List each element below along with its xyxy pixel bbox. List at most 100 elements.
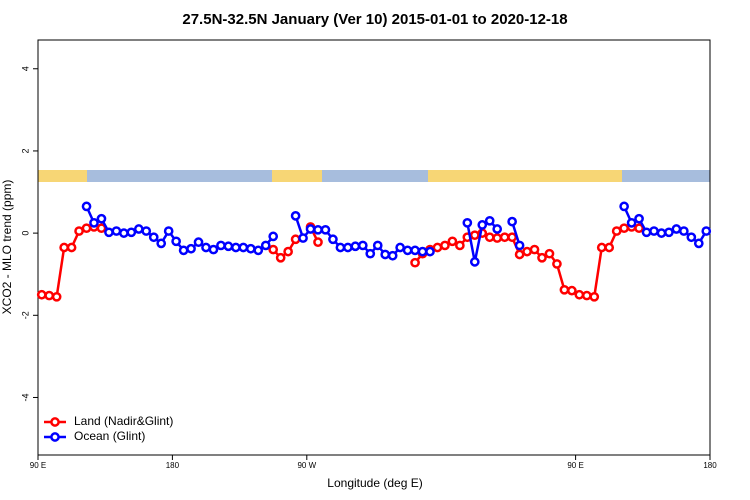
data-point: [74, 226, 84, 236]
data-point: [387, 250, 398, 261]
data-point: [171, 236, 181, 247]
data-point: [626, 217, 637, 228]
data-point: [223, 241, 234, 252]
data-point: [141, 226, 152, 236]
series-line: [41, 225, 640, 299]
data-point: [298, 233, 308, 243]
data-point: [268, 244, 279, 255]
data-point: [290, 234, 301, 245]
data-point: [238, 242, 249, 253]
data-point: [469, 257, 480, 267]
data-point: [522, 246, 532, 257]
land-band: [428, 170, 622, 182]
data-point: [596, 242, 607, 253]
data-point: [619, 201, 629, 212]
data-point: [492, 233, 503, 243]
legend-label: Land (Nadir&Glint): [74, 414, 173, 428]
data-point: [126, 227, 137, 238]
data-point: [455, 240, 465, 251]
data-point: [313, 224, 323, 235]
chart-title: 27.5N-32.5N January (Ver 10) 2015-01-01 …: [182, 11, 567, 28]
data-point: [245, 243, 256, 254]
data-point: [186, 243, 196, 254]
data-point: [634, 213, 644, 224]
data-point: [156, 238, 167, 249]
data-point: [507, 216, 517, 227]
data-point: [208, 244, 219, 255]
x-tick-label: 90 E: [30, 461, 46, 470]
data-point: [96, 223, 107, 234]
data-point: [51, 291, 62, 302]
data-point: [66, 242, 77, 253]
data-point: [350, 241, 361, 252]
y-tick-label: 2: [20, 148, 30, 153]
data-point: [89, 217, 99, 228]
data-point: [216, 240, 226, 251]
data-point: [581, 290, 592, 301]
land-band: [272, 170, 322, 182]
data-point: [81, 223, 92, 234]
data-point: [679, 226, 689, 236]
data-point: [425, 246, 435, 257]
data-point: [201, 242, 211, 253]
data-point: [380, 249, 391, 260]
data-point: [253, 245, 264, 256]
data-point: [589, 291, 600, 302]
data-point: [417, 246, 428, 257]
data-point: [193, 237, 204, 248]
data-point: [275, 252, 286, 263]
data-point: [529, 244, 540, 255]
data-point: [664, 227, 674, 238]
data-point: [395, 242, 405, 253]
x-axis-label: Longitude (deg E): [327, 476, 422, 490]
plot-frame: [37, 39, 711, 456]
data-point: [514, 240, 525, 251]
y-tick-label: -4: [20, 393, 30, 401]
data-point: [432, 242, 443, 253]
data-point: [335, 242, 346, 253]
data-point: [484, 232, 495, 243]
legend-label: Ocean (Glint): [74, 429, 145, 443]
data-point: [163, 226, 174, 236]
data-point: [96, 213, 107, 224]
data-point: [59, 242, 69, 253]
data-point: [44, 290, 55, 301]
x-tick-label: 90 W: [297, 461, 316, 470]
data-point: [119, 228, 129, 238]
data-point: [313, 237, 323, 248]
data-point: [148, 232, 159, 243]
data-point: [402, 245, 413, 256]
data-point: [619, 223, 629, 234]
data-point: [365, 248, 376, 259]
data-point: [469, 230, 480, 241]
data-point: [671, 224, 682, 234]
data-point: [357, 240, 368, 251]
x-tick-label: 180: [166, 461, 180, 470]
data-point: [544, 248, 555, 259]
data-point: [537, 252, 547, 263]
data-point: [604, 242, 615, 253]
data-point: [693, 238, 704, 249]
data-point: [372, 240, 383, 251]
data-point: [514, 249, 525, 260]
data-point: [104, 227, 114, 238]
data-point: [447, 236, 458, 247]
legend-marker: [50, 417, 60, 427]
y-axis-label: XCO2 - MLO trend (ppm): [0, 180, 14, 315]
data-point: [477, 220, 488, 230]
data-point: [343, 242, 353, 253]
data-point: [410, 245, 420, 256]
land-ocean-band: [38, 170, 710, 182]
data-point: [283, 246, 293, 257]
data-point: [492, 224, 503, 234]
data-point: [649, 226, 659, 236]
data-point: [574, 289, 585, 300]
data-point: [641, 227, 652, 238]
data-point: [305, 224, 316, 234]
data-point: [552, 259, 562, 269]
data-point: [268, 231, 279, 242]
land-band: [38, 170, 87, 182]
data-point: [133, 224, 144, 234]
data-point: [178, 245, 189, 256]
